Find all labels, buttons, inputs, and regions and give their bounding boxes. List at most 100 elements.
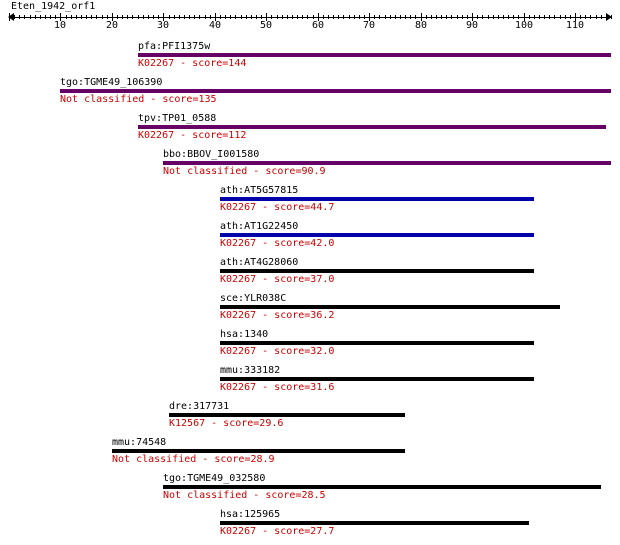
minor-tick	[86, 15, 87, 19]
tick-label: 10	[53, 20, 67, 31]
hit-name-link[interactable]: hsa:125965	[220, 509, 281, 520]
minor-tick	[405, 15, 406, 19]
tick-label: 50	[259, 20, 273, 31]
minor-tick	[246, 15, 247, 19]
minor-tick	[251, 15, 252, 19]
minor-tick	[333, 15, 334, 19]
minor-tick	[451, 15, 452, 19]
minor-tick	[385, 15, 386, 19]
hit-name-link[interactable]: hsa:1340	[220, 329, 269, 340]
hit-name-link[interactable]: tgo:TGME49_032580	[163, 473, 266, 484]
minor-tick	[81, 15, 82, 19]
hit-name-link[interactable]: pfa:PFI1375w	[138, 41, 211, 52]
minor-tick	[179, 15, 180, 19]
tick-label: 40	[208, 20, 222, 31]
minor-tick	[235, 15, 236, 19]
minor-tick	[45, 15, 46, 19]
tick-label: 60	[311, 20, 325, 31]
arrow-right-icon	[606, 13, 612, 21]
alignment-bar[interactable]	[163, 161, 611, 165]
minor-tick	[441, 15, 442, 19]
alignment-bar[interactable]	[220, 269, 534, 273]
minor-tick	[493, 15, 494, 19]
alignment-bar[interactable]	[220, 305, 560, 309]
minor-tick	[148, 15, 149, 19]
minor-tick	[359, 15, 360, 19]
minor-tick	[189, 15, 190, 19]
hit-name-link[interactable]: mmu:74548	[112, 437, 167, 448]
major-tick	[575, 13, 576, 21]
minor-tick	[313, 15, 314, 19]
minor-tick	[205, 15, 206, 19]
minor-tick	[66, 15, 67, 19]
minor-tick	[271, 15, 272, 19]
minor-tick	[220, 15, 221, 19]
minor-tick	[35, 15, 36, 19]
major-tick	[112, 13, 113, 21]
hit-name-link[interactable]: ath:AT1G22450	[220, 221, 299, 232]
alignment-bar[interactable]	[138, 53, 611, 57]
arrow-left-icon	[8, 13, 14, 21]
tick-label: 20	[105, 20, 119, 31]
alignment-bar[interactable]	[220, 233, 534, 237]
alignment-bar[interactable]	[163, 485, 601, 489]
major-tick	[60, 13, 61, 21]
minor-tick	[174, 15, 175, 19]
minor-tick	[194, 15, 195, 19]
minor-tick	[395, 15, 396, 19]
major-tick	[421, 13, 422, 21]
hit-score-label: K02267 - score=32.0	[220, 346, 335, 357]
hit-score-label: K02267 - score=112	[138, 130, 247, 141]
hit-name-link[interactable]: dre:317731	[169, 401, 230, 412]
minor-tick	[143, 15, 144, 19]
hit-name-link[interactable]: sce:YLR038C	[220, 293, 287, 304]
minor-tick	[554, 15, 555, 19]
hit-name-link[interactable]: ath:AT5G57815	[220, 185, 299, 196]
minor-tick	[374, 15, 375, 19]
major-tick	[472, 13, 473, 21]
minor-tick	[30, 15, 31, 19]
tick-label: 70	[362, 20, 376, 31]
alignment-bar[interactable]	[220, 341, 534, 345]
minor-tick	[158, 15, 159, 19]
minor-tick	[565, 15, 566, 19]
minor-tick	[302, 15, 303, 19]
hit-score-label: K02267 - score=37.0	[220, 274, 335, 285]
hit-score-label: Not classified - score=28.5	[163, 490, 326, 501]
minor-tick	[153, 15, 154, 19]
major-tick	[266, 13, 267, 21]
hit-score-label: K02267 - score=31.6	[220, 382, 335, 393]
minor-tick	[503, 15, 504, 19]
sequence-title: Eten_1942_orf1	[11, 1, 96, 12]
tick-label: 80	[414, 20, 428, 31]
alignment-bar[interactable]	[112, 449, 405, 453]
minor-tick	[24, 15, 25, 19]
minor-tick	[415, 15, 416, 19]
hit-name-link[interactable]: tpv:TP01_0588	[138, 113, 217, 124]
minor-tick	[585, 15, 586, 19]
alignment-bar[interactable]	[220, 197, 534, 201]
hit-name-link[interactable]: bbo:BBOV_I001580	[163, 149, 260, 160]
tick-label: 90	[465, 20, 479, 31]
minor-tick	[457, 15, 458, 19]
major-tick	[9, 13, 10, 21]
major-tick	[215, 13, 216, 21]
alignment-bar[interactable]	[220, 521, 529, 525]
alignment-bar[interactable]	[169, 413, 405, 417]
minor-tick	[107, 15, 108, 19]
minor-tick	[534, 15, 535, 19]
minor-tick	[560, 15, 561, 19]
minor-tick	[467, 15, 468, 19]
hit-score-label: K02267 - score=42.0	[220, 238, 335, 249]
minor-tick	[379, 15, 380, 19]
hit-name-link[interactable]: ath:AT4G28060	[220, 257, 299, 268]
alignment-bar[interactable]	[138, 125, 606, 129]
major-tick	[524, 13, 525, 21]
minor-tick	[354, 15, 355, 19]
hit-name-link[interactable]: mmu:333182	[220, 365, 281, 376]
hit-name-link[interactable]: tgo:TGME49_106390	[60, 77, 163, 88]
alignment-bar[interactable]	[220, 377, 534, 381]
alignment-bar[interactable]	[60, 89, 611, 93]
minor-tick	[477, 15, 478, 19]
minor-tick	[431, 15, 432, 19]
